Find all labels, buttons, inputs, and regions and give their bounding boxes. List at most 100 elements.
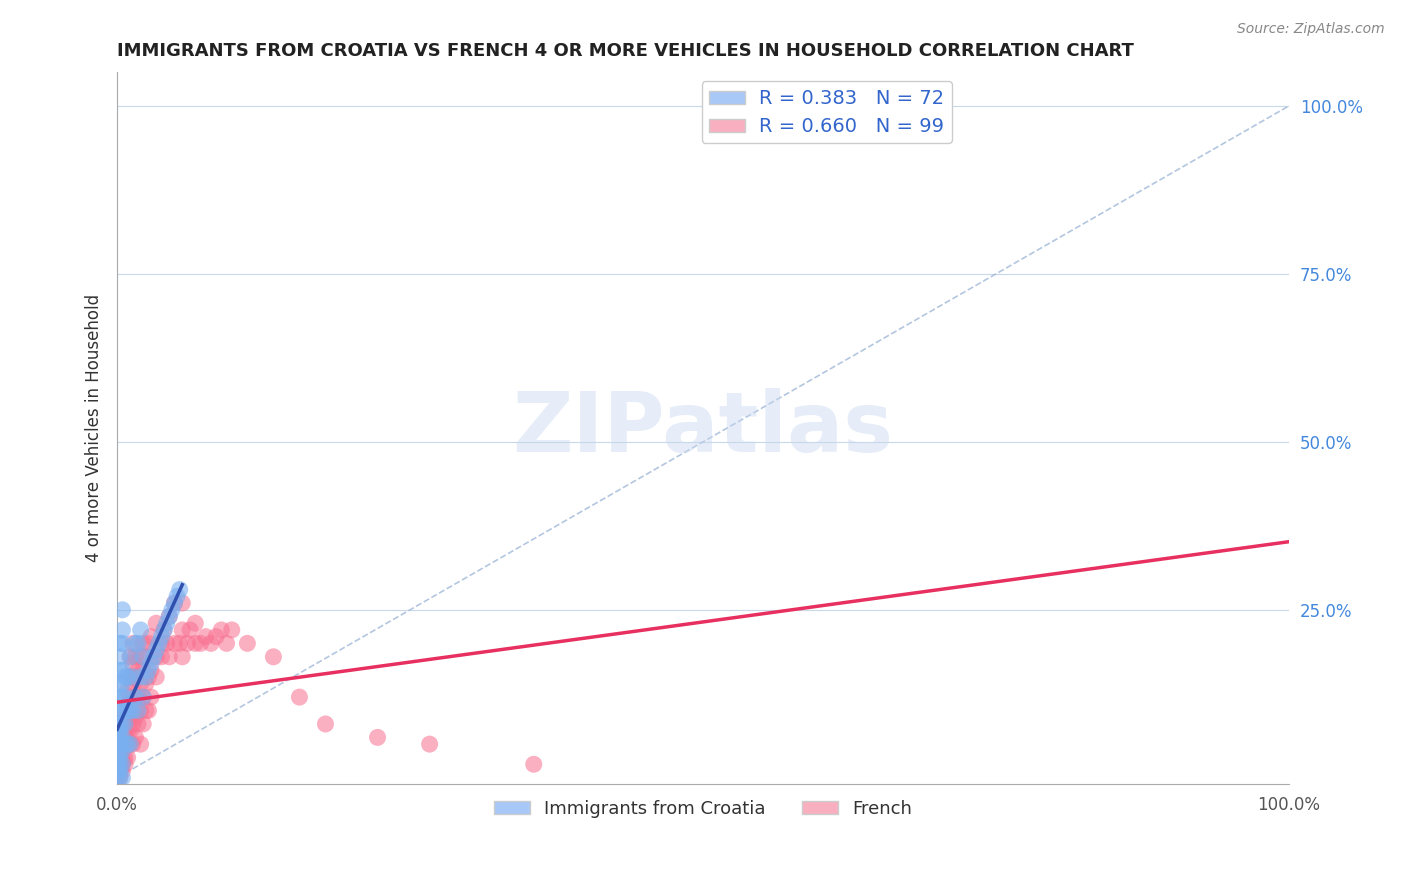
Point: [108, 750, 131, 764]
Point: [262, 649, 284, 664]
Point: [117, 737, 139, 751]
Point: [108, 750, 131, 764]
Point: [179, 623, 201, 637]
Point: [114, 704, 136, 718]
Point: [150, 636, 173, 650]
Point: [176, 636, 198, 650]
Point: [129, 704, 152, 718]
Point: [120, 704, 142, 718]
Point: [111, 636, 134, 650]
Legend: Immigrants from Croatia, French: Immigrants from Croatia, French: [486, 793, 920, 825]
Point: [156, 616, 179, 631]
Point: [129, 623, 152, 637]
Point: [127, 636, 149, 650]
Point: [120, 670, 142, 684]
Point: [111, 757, 134, 772]
Point: [114, 731, 136, 745]
Point: [160, 603, 183, 617]
Point: [120, 649, 142, 664]
Point: [129, 649, 152, 664]
Point: [120, 737, 142, 751]
Point: [111, 757, 134, 772]
Point: [163, 636, 186, 650]
Point: [108, 649, 131, 664]
Point: [135, 649, 157, 664]
Point: [150, 649, 173, 664]
Point: [419, 737, 441, 751]
Point: [120, 737, 142, 751]
Point: [111, 737, 134, 751]
Point: [108, 690, 131, 705]
Point: [184, 636, 207, 650]
Point: [132, 690, 155, 705]
Point: [367, 731, 389, 745]
Point: [124, 670, 146, 684]
Point: [121, 670, 143, 684]
Point: [114, 750, 136, 764]
Point: [111, 676, 134, 690]
Point: [139, 630, 162, 644]
Point: [124, 690, 146, 705]
Point: [127, 704, 149, 718]
Point: [156, 636, 179, 650]
Point: [105, 771, 128, 785]
Point: [132, 649, 155, 664]
Point: [108, 663, 131, 677]
Point: [120, 690, 142, 705]
Point: [121, 676, 143, 690]
Point: [108, 771, 131, 785]
Point: [221, 623, 243, 637]
Point: [117, 750, 139, 764]
Point: [132, 690, 155, 705]
Point: [111, 603, 134, 617]
Point: [111, 663, 134, 677]
Point: [120, 710, 142, 724]
Point: [121, 636, 143, 650]
Point: [138, 636, 160, 650]
Point: [153, 623, 176, 637]
Point: [153, 623, 176, 637]
Point: [124, 731, 146, 745]
Point: [105, 731, 128, 745]
Point: [105, 764, 128, 778]
Point: [190, 636, 212, 650]
Point: [121, 697, 143, 711]
Point: [117, 737, 139, 751]
Point: [105, 750, 128, 764]
Point: [127, 663, 149, 677]
Text: IMMIGRANTS FROM CROATIA VS FRENCH 4 OR MORE VEHICLES IN HOUSEHOLD CORRELATION CH: IMMIGRANTS FROM CROATIA VS FRENCH 4 OR M…: [117, 42, 1135, 60]
Point: [314, 717, 336, 731]
Point: [108, 764, 131, 778]
Y-axis label: 4 or more Vehicles in Household: 4 or more Vehicles in Household: [86, 294, 103, 563]
Point: [215, 636, 238, 650]
Point: [108, 771, 131, 785]
Point: [108, 717, 131, 731]
Point: [139, 663, 162, 677]
Point: [105, 758, 128, 772]
Point: [114, 757, 136, 772]
Text: ZIPatlas: ZIPatlas: [512, 388, 893, 469]
Point: [105, 717, 128, 731]
Point: [111, 717, 134, 731]
Point: [124, 690, 146, 705]
Point: [114, 737, 136, 751]
Point: [108, 744, 131, 758]
Point: [142, 649, 165, 664]
Point: [111, 744, 134, 758]
Point: [105, 756, 128, 770]
Point: [157, 609, 180, 624]
Point: [163, 596, 186, 610]
Point: [172, 623, 194, 637]
Point: [114, 717, 136, 731]
Point: [148, 636, 170, 650]
Point: [108, 757, 131, 772]
Point: [132, 636, 155, 650]
Point: [121, 717, 143, 731]
Point: [117, 683, 139, 698]
Point: [124, 636, 146, 650]
Point: [124, 649, 146, 664]
Point: [124, 710, 146, 724]
Point: [129, 676, 152, 690]
Point: [111, 771, 134, 785]
Point: [111, 764, 134, 778]
